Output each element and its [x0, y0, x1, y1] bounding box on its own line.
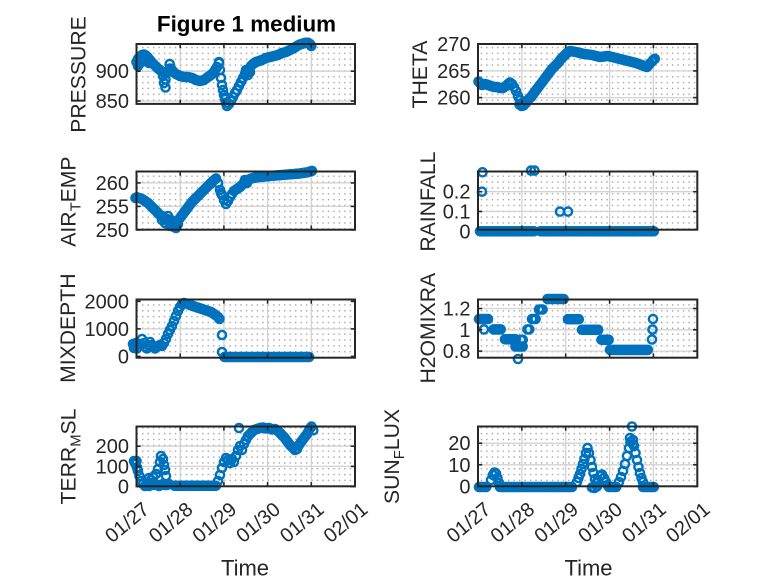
svg-text:0.8: 0.8	[443, 341, 471, 363]
svg-text:0: 0	[118, 346, 129, 368]
svg-text:TERRMSL: TERRMSL	[58, 408, 85, 504]
svg-text:Figure 1 medium: Figure 1 medium	[157, 12, 336, 37]
svg-text:0.2: 0.2	[443, 182, 471, 204]
svg-text:0: 0	[118, 477, 129, 499]
svg-text:260: 260	[96, 173, 129, 195]
svg-text:100: 100	[96, 456, 129, 478]
svg-text:1000: 1000	[85, 319, 130, 341]
svg-text:1: 1	[459, 320, 470, 342]
svg-text:PRESSURE: PRESSURE	[67, 16, 90, 133]
svg-text:H2OMIXRA: H2OMIXRA	[417, 272, 440, 384]
svg-text:2000: 2000	[85, 291, 130, 313]
svg-text:10: 10	[448, 455, 470, 477]
svg-text:RAINFALL: RAINFALL	[417, 151, 440, 251]
svg-text:255: 255	[96, 196, 129, 218]
svg-text:250: 250	[96, 220, 129, 242]
svg-text:1.2: 1.2	[443, 299, 471, 321]
svg-text:0: 0	[459, 221, 470, 243]
svg-text:SUNFLUX: SUNFLUX	[381, 409, 408, 504]
svg-text:20: 20	[448, 433, 470, 455]
svg-text:THETA: THETA	[409, 40, 432, 109]
svg-text:MIXDEPTH: MIXDEPTH	[57, 273, 80, 382]
svg-text:200: 200	[96, 436, 129, 458]
svg-text:Time: Time	[221, 556, 269, 581]
svg-text:265: 265	[437, 61, 470, 83]
svg-text:0: 0	[459, 477, 470, 499]
svg-text:Time: Time	[564, 556, 612, 581]
svg-text:AIRTEMP: AIRTEMP	[58, 156, 85, 246]
svg-text:0.1: 0.1	[443, 202, 471, 224]
svg-text:260: 260	[437, 88, 470, 110]
svg-text:900: 900	[96, 61, 129, 83]
svg-text:270: 270	[437, 34, 470, 56]
svg-text:850: 850	[96, 91, 129, 113]
